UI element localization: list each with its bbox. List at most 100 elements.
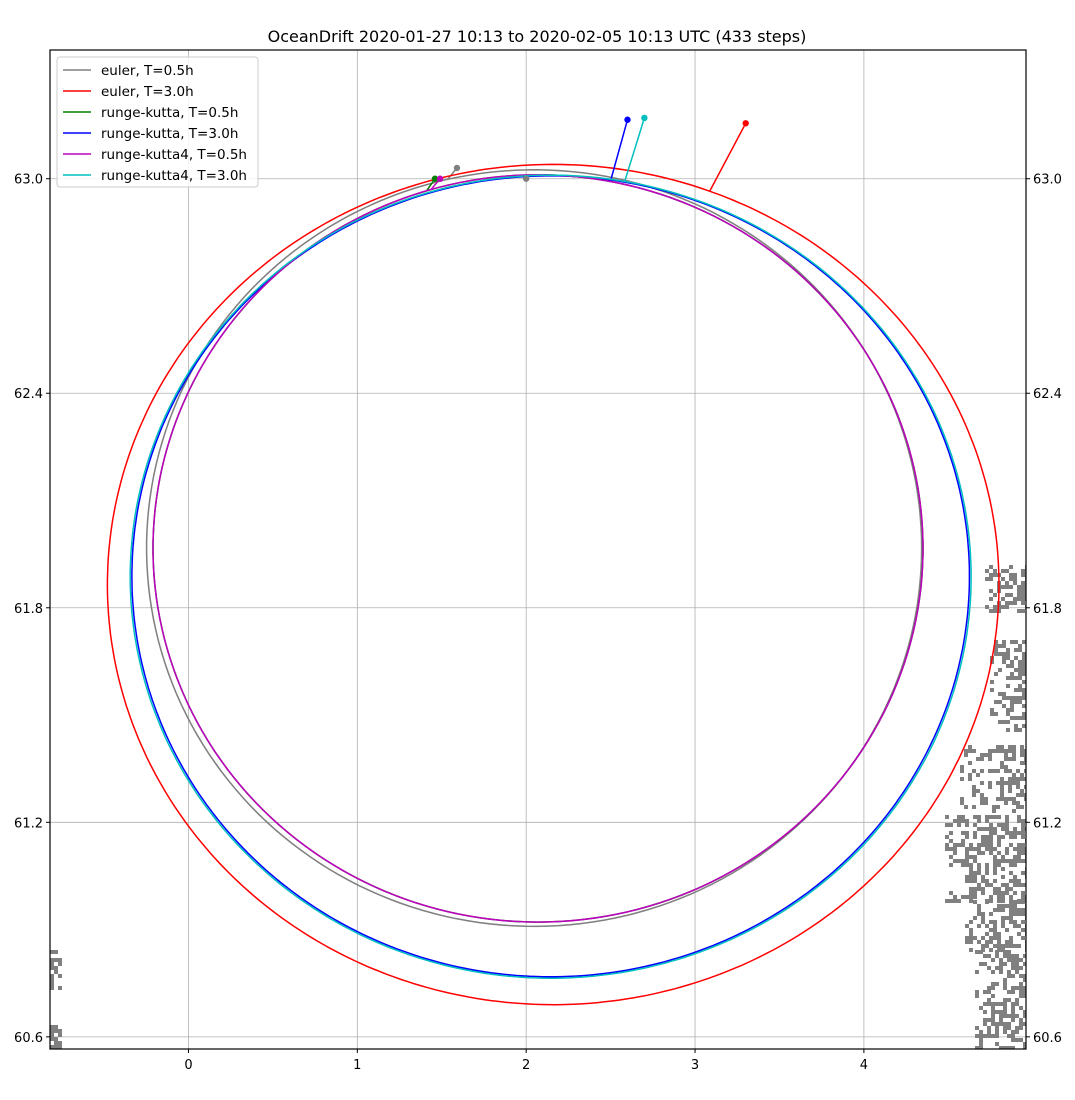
land-cell — [1017, 932, 1021, 936]
land-cell — [960, 769, 964, 773]
land-cell — [957, 819, 961, 823]
land-cell — [1023, 1010, 1026, 1014]
land-cell — [1006, 720, 1010, 724]
land-cell — [1022, 704, 1026, 708]
land-cell — [1013, 581, 1017, 585]
land-cell — [981, 936, 985, 940]
land-cell — [998, 700, 1002, 704]
land-cell — [981, 843, 985, 847]
land-cell — [972, 789, 976, 793]
land-cell — [54, 970, 58, 974]
land-cell — [997, 609, 1001, 613]
land-cell — [994, 712, 998, 716]
land-cell — [960, 797, 964, 801]
land-cell — [985, 843, 989, 847]
land-cell — [1004, 797, 1008, 801]
land-cell — [988, 769, 992, 773]
land-cell — [993, 847, 997, 851]
x-tick-label: 1 — [353, 1058, 361, 1073]
y-tick-label-left: 60.6 — [14, 1031, 43, 1046]
land-cell — [1006, 676, 1010, 680]
x-tick-label: 4 — [860, 1058, 868, 1073]
land-cell — [987, 986, 991, 990]
land-cell — [1022, 664, 1026, 668]
land-cell — [977, 819, 981, 823]
land-cell — [1005, 823, 1009, 827]
land-cell — [1020, 805, 1024, 809]
land-cell — [1018, 728, 1022, 732]
land-cell — [993, 924, 997, 928]
land-cell — [979, 962, 983, 966]
land-cell — [1017, 593, 1021, 597]
land-cell — [50, 1045, 54, 1049]
land-cell — [1010, 672, 1014, 676]
land-cell — [1021, 920, 1025, 924]
land-cell — [1018, 684, 1022, 688]
land-cell — [1017, 815, 1021, 819]
land-cell — [945, 835, 949, 839]
land-cell — [1001, 867, 1005, 871]
land-cell — [1008, 757, 1012, 761]
land-cell — [973, 875, 977, 879]
land-cell — [1022, 712, 1026, 716]
land-cell — [1022, 680, 1026, 684]
land-cell — [980, 801, 984, 805]
land-cell — [991, 1022, 995, 1026]
land-cell — [54, 950, 58, 954]
land-cell — [1022, 656, 1026, 660]
land-cell — [1006, 652, 1010, 656]
land-cell — [993, 605, 997, 609]
land-cell — [1022, 696, 1026, 700]
land-cell — [1015, 1030, 1019, 1034]
land-cell — [977, 815, 981, 819]
land-cell — [980, 769, 984, 773]
land-cell — [1002, 696, 1006, 700]
land-cell — [995, 982, 999, 986]
land-cell — [1013, 891, 1017, 895]
land-cell — [1005, 605, 1009, 609]
chart-title: OceanDrift 2020-01-27 10:13 to 2020-02-0… — [268, 27, 807, 46]
land-cell — [1007, 1034, 1011, 1038]
land-cell — [1005, 851, 1009, 855]
land-cell — [957, 899, 961, 903]
land-cell — [50, 950, 54, 954]
land-cell — [1015, 966, 1019, 970]
land-cell — [977, 912, 981, 916]
land-cell — [1001, 920, 1005, 924]
land-cell — [998, 652, 1002, 656]
land-cell — [1017, 585, 1021, 589]
y-tick-label-right: 61.8 — [1033, 602, 1062, 617]
land-cell — [999, 1022, 1003, 1026]
land-cell — [972, 749, 976, 753]
land-cell — [1011, 1014, 1015, 1018]
land-cell — [1023, 974, 1026, 978]
land-cell — [979, 1006, 983, 1010]
land-cell — [992, 769, 996, 773]
land-cell — [1017, 597, 1021, 601]
land-cell — [995, 954, 999, 958]
land-cell — [1022, 668, 1026, 672]
land-cell — [961, 819, 965, 823]
land-cell — [965, 879, 969, 883]
land-cell — [976, 773, 980, 777]
land-cell — [1017, 908, 1021, 912]
land-cell — [1024, 797, 1026, 801]
land-cell — [973, 823, 977, 827]
land-cell — [969, 936, 973, 940]
land-cell — [1009, 577, 1013, 581]
land-cell — [1011, 1018, 1015, 1022]
land-cell — [961, 843, 965, 847]
land-cell — [1009, 831, 1013, 835]
land-cell — [990, 708, 994, 712]
land-cell — [995, 950, 999, 954]
land-cell — [993, 936, 997, 940]
land-cell — [1003, 1046, 1007, 1049]
land-cell — [973, 855, 977, 859]
land-cell — [1000, 781, 1004, 785]
land-cell — [1021, 597, 1025, 601]
land-cell — [977, 883, 981, 887]
land-cell — [1014, 716, 1018, 720]
land-cell — [1018, 716, 1022, 720]
land-cell — [975, 1034, 979, 1038]
land-cell — [975, 994, 979, 998]
